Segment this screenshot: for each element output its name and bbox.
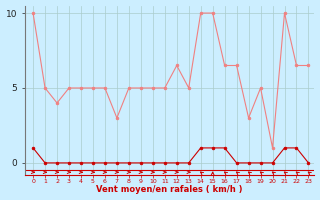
X-axis label: Vent moyen/en rafales ( km/h ): Vent moyen/en rafales ( km/h ) <box>96 185 243 194</box>
